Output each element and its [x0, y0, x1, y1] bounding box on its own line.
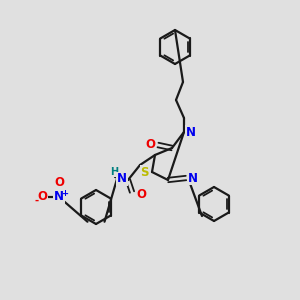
Text: N: N	[117, 172, 127, 185]
Text: N: N	[54, 190, 64, 203]
Text: H: H	[110, 167, 118, 177]
Text: +: +	[61, 188, 68, 197]
Text: O: O	[54, 176, 64, 190]
Text: -: -	[35, 196, 39, 206]
Text: O: O	[145, 137, 155, 151]
Text: S: S	[140, 166, 149, 178]
Text: O: O	[136, 188, 146, 200]
Text: N: N	[186, 125, 196, 139]
Text: O: O	[37, 190, 47, 203]
Text: N: N	[188, 172, 198, 184]
